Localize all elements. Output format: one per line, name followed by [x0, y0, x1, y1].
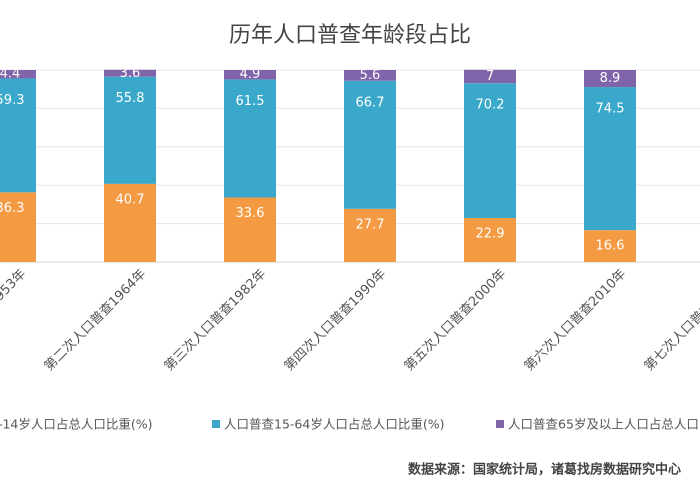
data-label: 66.7: [356, 95, 385, 110]
bar-segment: [344, 80, 396, 209]
x-tick-label: 第六次人口普查2010年: [521, 266, 629, 374]
data-label: 5.6: [360, 68, 381, 83]
bar-segment: [464, 218, 516, 262]
x-tick-label: 第二次人口普查1964年: [41, 266, 149, 374]
bar-segment: [584, 87, 636, 231]
data-label: 3.6: [120, 66, 141, 81]
x-tick-label: 第四次人口普查1990年: [281, 266, 389, 374]
data-label: 70.2: [476, 98, 505, 113]
legend-swatch: [212, 420, 220, 428]
x-tick-label: 第一次人口普查1953年: [0, 266, 29, 374]
data-label: 33.6: [236, 206, 265, 221]
chart-title: 历年人口普查年龄段占比: [229, 23, 471, 48]
bar-segment: [464, 69, 516, 84]
data-label: 55.8: [116, 91, 145, 106]
data-label: 22.9: [476, 227, 505, 242]
bar-segment: [584, 230, 636, 262]
x-tick-label: 第五次人口普查2000年: [401, 266, 509, 374]
bar-segment: [0, 192, 36, 262]
legend-label: 人口普查0-14岁人口占总人口比重(%): [0, 417, 153, 432]
bar-segment: [224, 197, 276, 262]
bar-segment: [0, 70, 36, 79]
data-label: 4.9: [240, 67, 261, 82]
bar-segment: [0, 78, 36, 193]
bar-segment: [104, 69, 156, 77]
bar-segment: [104, 183, 156, 262]
data-label: 36.3: [0, 201, 24, 216]
bar-segment: [224, 70, 276, 80]
bar-segment: [224, 79, 276, 198]
data-label: 16.6: [596, 239, 625, 254]
x-tick-label: 第七次人口普查2020年: [641, 266, 700, 374]
data-label: 27.7: [356, 217, 385, 232]
bar-segment: [344, 208, 396, 262]
bar-segment: [104, 76, 156, 184]
x-tick-label: 第三次人口普查1982年: [161, 266, 269, 374]
data-label: 7: [486, 69, 494, 84]
data-label: 59.3: [0, 93, 24, 108]
data-label: 40.7: [116, 192, 145, 207]
bar-segment: [344, 70, 396, 81]
data-label: 61.5: [236, 94, 265, 109]
legend-label: 人口普查15-64岁人口占总人口比重(%): [224, 417, 444, 432]
bar-segment: [584, 70, 636, 88]
legend-swatch: [496, 420, 504, 428]
data-label: 4.4: [0, 67, 20, 82]
data-label: 8.9: [600, 71, 621, 86]
source: 数据来源：国家统计局，诸葛找房数据研究中心: [408, 462, 681, 478]
legend-label: 人口普查65岁及以上人口占总人口比重(%): [508, 417, 700, 432]
bar-segment: [464, 83, 516, 219]
data-label: 74.5: [596, 102, 625, 117]
